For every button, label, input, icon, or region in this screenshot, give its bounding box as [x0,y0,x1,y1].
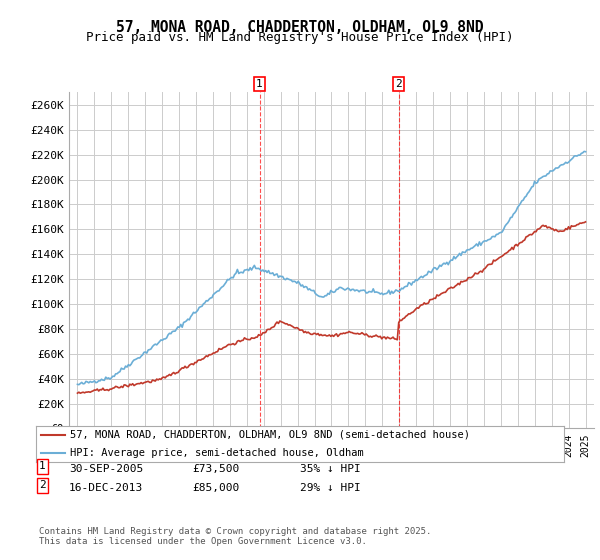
Text: 57, MONA ROAD, CHADDERTON, OLDHAM, OL9 8ND: 57, MONA ROAD, CHADDERTON, OLDHAM, OL9 8… [116,20,484,35]
Text: 29% ↓ HPI: 29% ↓ HPI [300,483,361,493]
Text: 16-DEC-2013: 16-DEC-2013 [69,483,143,493]
Text: 35% ↓ HPI: 35% ↓ HPI [300,464,361,474]
Text: 2: 2 [39,480,46,491]
Text: £85,000: £85,000 [192,483,239,493]
Text: £73,500: £73,500 [192,464,239,474]
Text: 57, MONA ROAD, CHADDERTON, OLDHAM, OL9 8ND (semi-detached house): 57, MONA ROAD, CHADDERTON, OLDHAM, OL9 8… [70,430,470,440]
Text: Contains HM Land Registry data © Crown copyright and database right 2025.
This d: Contains HM Land Registry data © Crown c… [39,526,431,546]
Text: 2: 2 [395,79,402,89]
Text: 1: 1 [256,79,263,89]
Text: 1: 1 [39,461,46,472]
Text: 30-SEP-2005: 30-SEP-2005 [69,464,143,474]
Text: Price paid vs. HM Land Registry's House Price Index (HPI): Price paid vs. HM Land Registry's House … [86,31,514,44]
Text: HPI: Average price, semi-detached house, Oldham: HPI: Average price, semi-detached house,… [70,448,364,458]
